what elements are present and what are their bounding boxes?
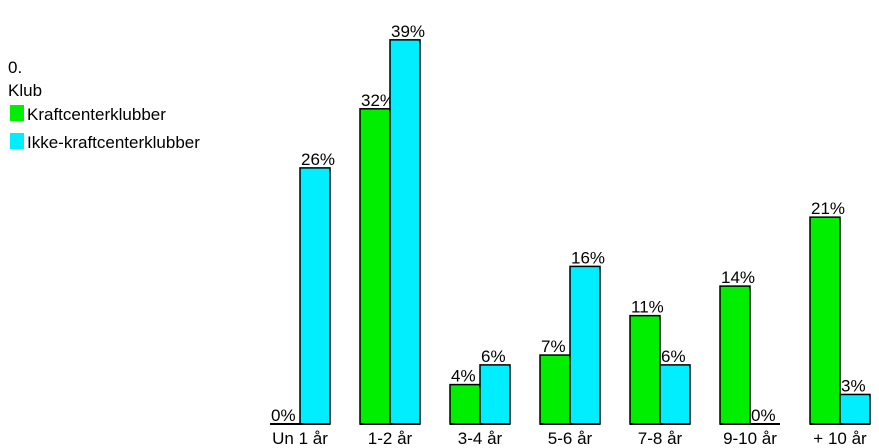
- bar-kraftcenterklubber-6: [809, 216, 841, 425]
- data-label-ikke-kraftcenterklubber-6: 3%: [841, 376, 866, 395]
- bar-ikke-kraftcenterklubber-0: [299, 167, 331, 425]
- category-label-6: + 10 år: [813, 429, 867, 448]
- legend: 0. Klub Kraftcenterklubber Ikke-kraftcen…: [8, 58, 200, 152]
- legend-swatch-kraftcenterklubber: [10, 105, 24, 121]
- data-label-ikke-kraftcenterklubber-1: 39%: [391, 22, 425, 41]
- data-label-kraftcenterklubber-4: 11%: [631, 298, 664, 317]
- category-label-1: 1-2 år: [368, 429, 413, 448]
- data-label-kraftcenterklubber-0: 0%: [271, 406, 296, 425]
- data-label-ikke-kraftcenterklubber-4: 6%: [661, 347, 686, 366]
- category-label-0: Un 1 år: [272, 429, 328, 448]
- data-label-ikke-kraftcenterklubber-0: 26%: [301, 150, 335, 169]
- bar-kraftcenterklubber-4: [629, 314, 661, 425]
- bar-kraftcenterklubber-2: [449, 383, 481, 425]
- legend-heading-1: 0.: [8, 58, 22, 77]
- bar-ikke-kraftcenterklubber-6: [839, 393, 871, 425]
- data-label-ikke-kraftcenterklubber-3: 16%: [571, 248, 605, 267]
- legend-label-ikke-kraftcenterklubber: Ikke-kraftcenterklubber: [27, 133, 200, 152]
- legend-label-kraftcenterklubber: Kraftcenterklubber: [27, 105, 166, 124]
- legend-heading-2: Klub: [8, 81, 42, 100]
- data-label-kraftcenterklubber-1: 32%: [361, 91, 395, 110]
- data-label-kraftcenterklubber-2: 4%: [451, 367, 476, 386]
- bar-ikke-kraftcenterklubber-3: [569, 265, 601, 425]
- bar-ikke-kraftcenterklubber-2: [479, 364, 511, 425]
- legend-swatch-ikke-kraftcenterklubber: [10, 133, 24, 149]
- data-label-ikke-kraftcenterklubber-5: 0%: [751, 406, 776, 425]
- bar-ikke-kraftcenterklubber-1: [389, 39, 421, 425]
- category-label-5: 9-10 år: [723, 429, 777, 448]
- bar-kraftcenterklubber-5: [719, 285, 751, 425]
- data-label-kraftcenterklubber-3: 7%: [541, 337, 566, 356]
- data-label-kraftcenterklubber-6: 21%: [811, 199, 845, 218]
- bar-kraftcenterklubber-3: [539, 354, 571, 425]
- data-label-ikke-kraftcenterklubber-2: 6%: [481, 347, 506, 366]
- category-label-4: 7-8 år: [638, 429, 683, 448]
- data-label-kraftcenterklubber-5: 14%: [721, 268, 755, 287]
- bar-ikke-kraftcenterklubber-4: [659, 364, 691, 425]
- category-label-2: 3-4 år: [458, 429, 503, 448]
- bar-kraftcenterklubber-1: [359, 108, 391, 425]
- category-label-3: 5-6 år: [548, 429, 593, 448]
- plot-area: 0% 26% Un 1 år 32% 39% 1-2 år 4% 6% 3-4 år 7% 16% 5…: [270, 22, 871, 448]
